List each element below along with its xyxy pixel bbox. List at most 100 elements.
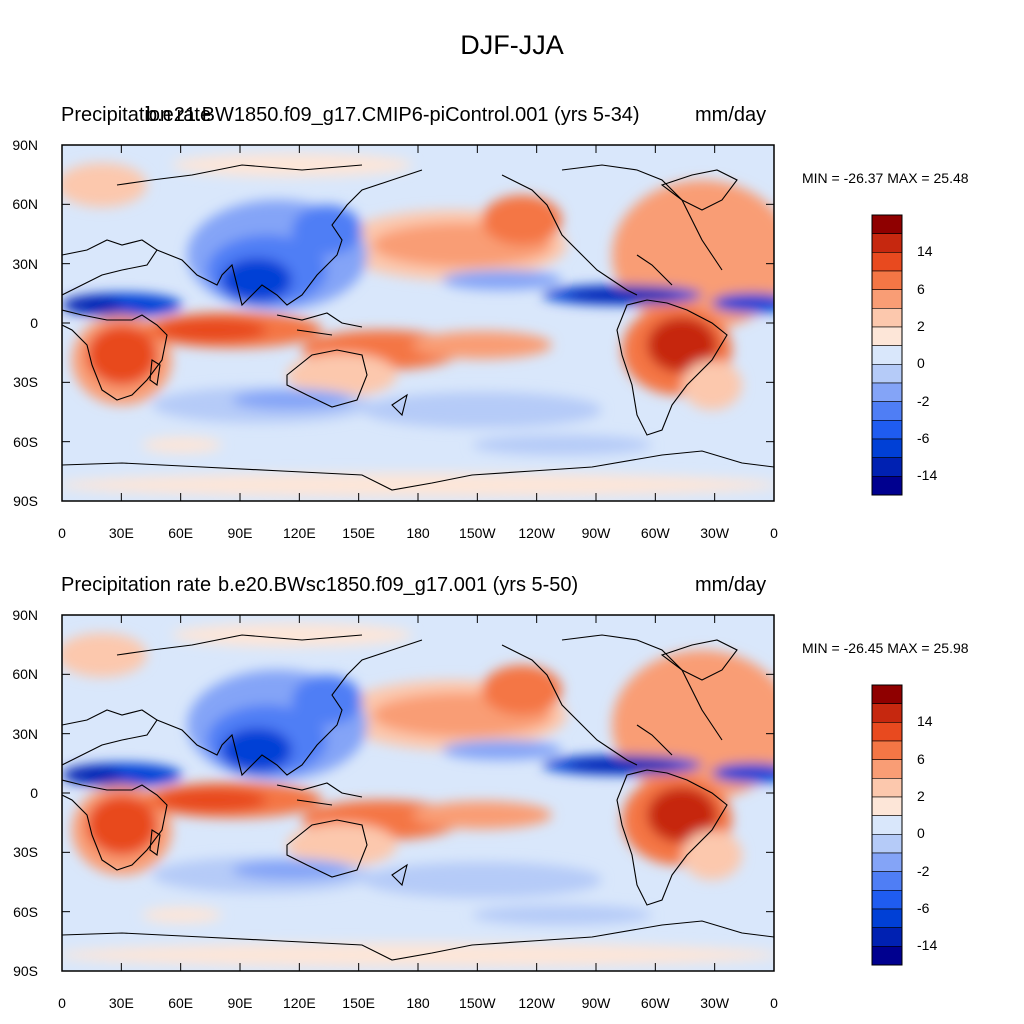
colorbar-swatch [871,834,903,854]
colorbar-swatch [871,476,903,496]
colorbar-swatch [871,871,903,891]
colorbar-swatch [871,420,903,440]
x-tick-label: 30W [700,525,730,541]
colorbar-frame [871,214,903,496]
x-tick-label: 60W [640,525,670,541]
y-tick-label: 0 [30,785,38,801]
colorbar-label: 0 [917,355,925,372]
y-tick-label: 30N [12,725,38,742]
x-tick-label: 150W [459,995,496,1011]
x-tick-label: 150E [342,995,376,1011]
x-tick-label: 0 [58,525,66,541]
x-tick-label: 60W [640,995,670,1011]
figure-title: DJF-JJA [460,30,564,60]
y-tick-label: 60S [13,903,38,920]
colorbar-frame [871,684,903,966]
axis-ticks [61,144,775,972]
panel2-left-label: Precipitation rate [61,574,212,596]
colorbar-swatch [871,289,903,309]
colorbar-swatch [871,345,903,365]
colorbar-swatch [871,364,903,384]
colorbar-swatch [871,927,903,947]
y-tick-label: 90N [12,607,38,623]
x-tick-label: 90W [581,525,611,541]
colorbar-swatch [871,778,903,798]
colorbar-label: -6 [917,900,930,916]
colorbar-swatch [871,703,903,723]
panel1-left-label: Precipitation rate [61,104,212,126]
y-tick-label: 90S [13,493,38,509]
x-tick-label: 60E [168,525,194,541]
panel2-map [61,614,775,972]
colorbar-label: 0 [917,825,925,842]
colorbar-swatch [871,946,903,966]
colorbar-label: -2 [917,862,930,879]
colorbar-label: 14 [917,243,933,260]
colorbar-swatch [871,382,903,402]
x-tick-label: 0 [58,995,66,1011]
y-tick-label: 0 [30,315,38,331]
colorbar-label: 6 [917,750,925,767]
panel1-map [61,144,775,502]
colorbar-label: 2 [917,788,925,804]
x-tick-label: 30W [700,995,730,1011]
colorbar-label: 14 [917,713,933,730]
y-tick-label: 60N [12,666,38,683]
x-tick-label: 120W [518,525,555,541]
x-tick-label: 120W [518,995,555,1011]
colorbar-label: -2 [917,392,930,409]
colorbar-label: -14 [917,937,938,954]
y-tick-label: 90S [13,963,38,979]
y-tick-label: 90N [12,137,38,153]
colorbar-label: -6 [917,430,930,446]
colorbar-swatch [871,270,903,290]
x-tick-label: 150W [459,525,496,541]
y-tick-label: 60N [12,196,38,213]
x-tick-label: 0 [770,525,778,541]
x-tick-label: 150E [342,525,376,541]
colorbar-label: -14 [917,467,938,484]
colorbar-swatch [871,890,903,910]
y-tick-label: 30N [12,255,38,272]
x-tick-label: 0 [770,995,778,1011]
colorbar-swatch [871,438,903,458]
panel1-center-label: b.e21.BW1850.f09_g17.CMIP6-piControl.001… [146,104,640,126]
panel1-units: mm/day [695,104,767,126]
x-tick-label: 120E [282,995,316,1011]
panel2-minmax: MIN = -26.45 MAX = 25.98 [802,640,969,656]
colorbar-swatch [871,852,903,872]
panel2-units: mm/day [695,574,767,596]
y-tick-label: 60S [13,433,38,450]
x-tick-label: 30E [108,995,134,1011]
colorbar-swatch [871,759,903,779]
x-tick-label: 90E [227,525,253,541]
x-tick-label: 120E [282,525,316,541]
colorbar-swatch [871,722,903,742]
colorbar-swatch [871,252,903,272]
y-tick-label: 30S [13,374,38,391]
colorbar-label: 6 [917,280,925,297]
colorbar-swatch [871,214,903,234]
colorbar-swatch [871,908,903,928]
colorbar-swatch [871,796,903,816]
x-tick-label: 30E [108,525,134,541]
x-tick-label: 180 [406,995,430,1011]
colorbar-label: 2 [917,318,925,334]
colorbar-swatch [871,815,903,835]
colorbar-swatch [871,684,903,704]
colorbar-swatch [871,308,903,328]
x-tick-label: 60E [168,995,194,1011]
x-tick-label: 90W [581,995,611,1011]
panel2-center-label: b.e20.BWsc1850.f09_g17.001 (yrs 5-50) [218,574,579,596]
y-tick-label: 30S [13,844,38,861]
colorbar-swatch [871,326,903,346]
colorbar-swatch [871,740,903,760]
colorbar-swatch [871,401,903,421]
colorbar-swatch [871,233,903,253]
panel1-minmax: MIN = -26.37 MAX = 25.48 [802,170,969,186]
colorbar-swatch [871,457,903,477]
x-tick-label: 90E [227,995,253,1011]
colorbars [871,214,903,966]
x-tick-label: 180 [406,525,430,541]
